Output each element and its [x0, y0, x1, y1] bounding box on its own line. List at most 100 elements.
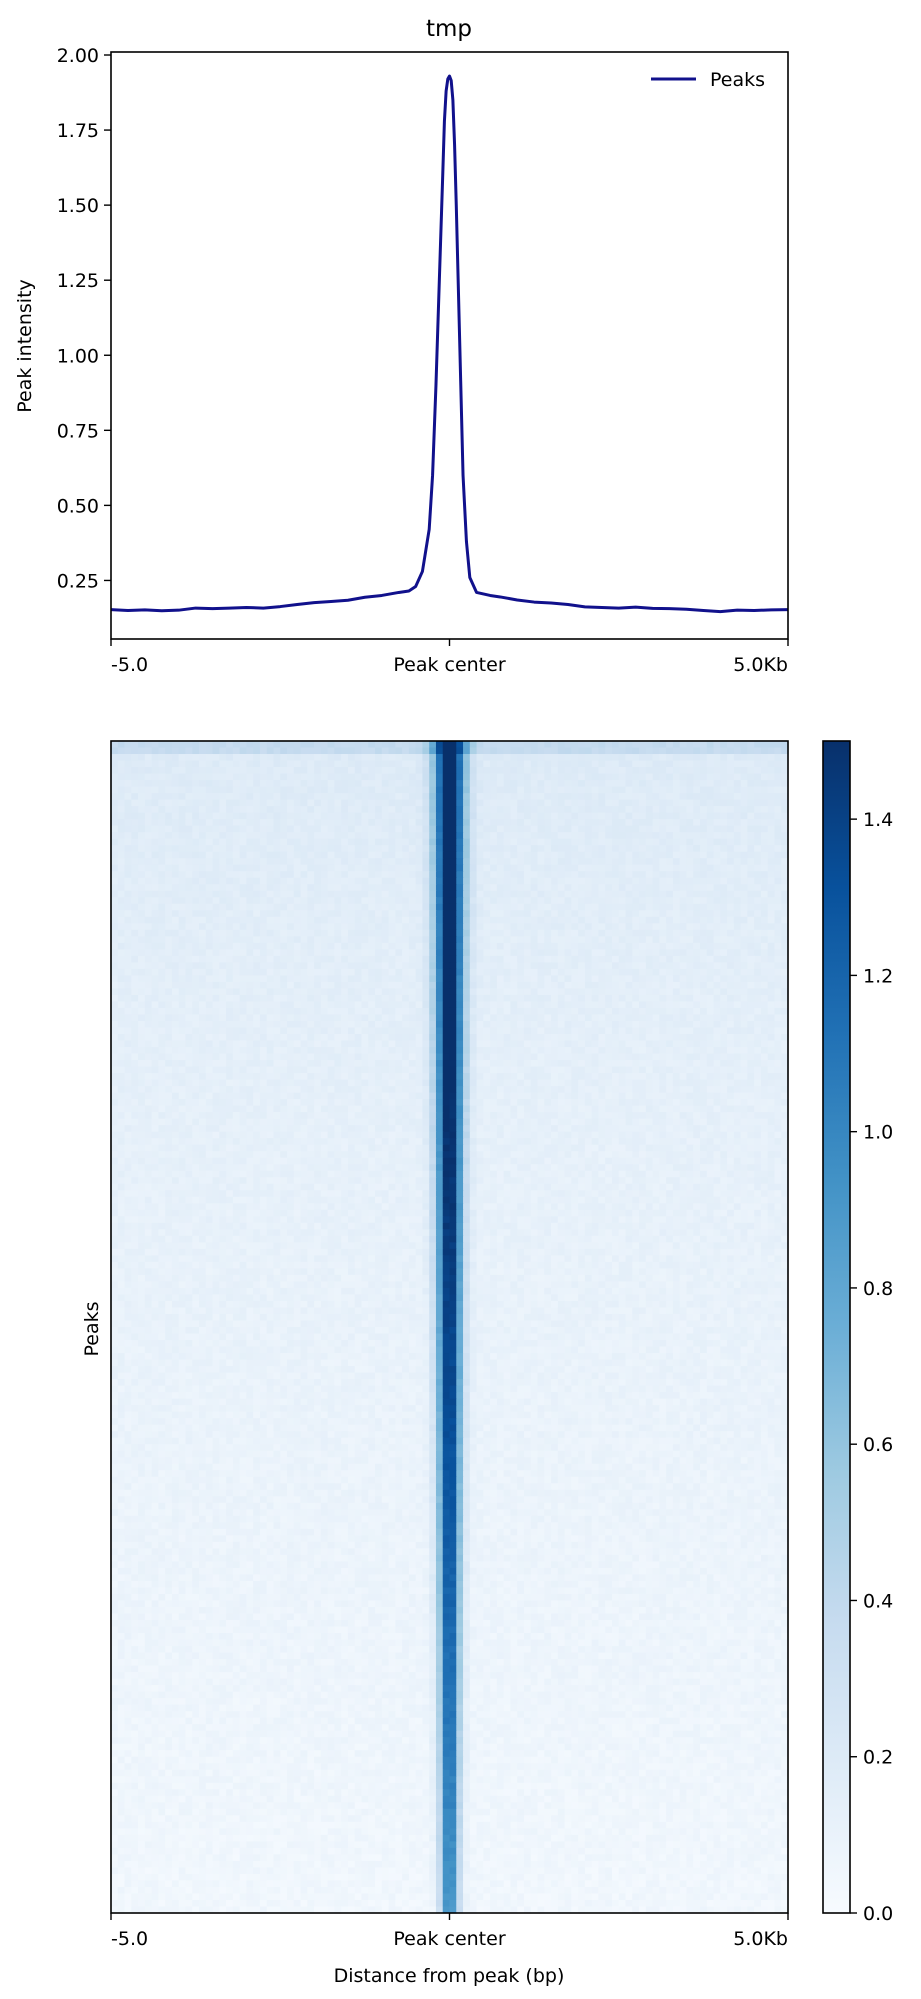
heatmap-cell [578, 786, 586, 794]
heatmap-cell [368, 858, 376, 866]
heatmap-cell [408, 825, 417, 833]
heatmap-cell [618, 981, 627, 990]
heatmap-cell [354, 994, 363, 1003]
heatmap-cell [679, 890, 688, 898]
heatmap-cell [165, 923, 173, 931]
heatmap-cell [503, 851, 512, 859]
heatmap-cell [544, 903, 552, 911]
heatmap-cell [625, 1014, 633, 1022]
heatmap-cell [591, 871, 600, 879]
heatmap-cell [571, 760, 579, 768]
heatmap-cell [571, 845, 579, 853]
heatmap-cell [740, 838, 748, 846]
heatmap-cell [605, 962, 613, 970]
heatmap-cell [185, 760, 193, 768]
heatmap-cell [368, 832, 376, 840]
heatmap-cell [456, 916, 464, 924]
heatmap-cell [618, 962, 627, 970]
heatmap-cell [287, 1020, 295, 1029]
heatmap-cell [239, 890, 247, 898]
heatmap-cell [151, 1047, 159, 1055]
heatmap-cell [720, 819, 728, 827]
heatmap-cell [212, 767, 220, 775]
heatmap-cell [192, 955, 200, 963]
heatmap-cell [767, 942, 776, 950]
heatmap-cell [598, 819, 606, 827]
heatmap-cell [720, 1014, 728, 1022]
heatmap-cell [774, 968, 782, 976]
heatmap-cell [699, 754, 708, 762]
heatmap-cell [774, 773, 782, 781]
heatmap-cell [679, 864, 688, 872]
heatmap-cell [111, 1034, 119, 1042]
heatmap-cell [706, 767, 715, 775]
heatmap-cell [618, 1014, 627, 1022]
heatmap-cell [611, 747, 620, 755]
heatmap-cell [293, 832, 302, 840]
heatmap-cell [151, 910, 159, 918]
heatmap-cell [178, 1060, 187, 1068]
heatmap-cell [564, 975, 572, 983]
heatmap-cell [259, 832, 268, 840]
heatmap-cell [293, 871, 302, 879]
heatmap-cell [699, 806, 708, 814]
heatmap-cell [375, 903, 383, 911]
heatmap-cell [395, 793, 403, 801]
heatmap-cell [138, 1027, 146, 1035]
heatmap-cell [760, 851, 769, 859]
heatmap-cell [253, 858, 261, 866]
heatmap-cell [381, 741, 390, 749]
heatmap-cell [727, 1014, 735, 1022]
heatmap-cell [672, 897, 681, 905]
heatmap-cell [408, 1014, 417, 1022]
heatmap-cell [530, 1053, 539, 1061]
heatmap-cell [422, 1060, 430, 1068]
heatmap-cell [347, 962, 356, 970]
heatmap-cell [557, 845, 566, 853]
heatmap-cell [530, 981, 539, 990]
heatmap-cell [429, 760, 437, 768]
heatmap-cell [720, 793, 728, 801]
heatmap-cell [537, 838, 545, 846]
heatmap-cell [605, 949, 613, 957]
heatmap-cell [476, 962, 484, 970]
heatmap-cell [111, 1001, 119, 1009]
heatmap-cell [273, 877, 281, 885]
heatmap-cell [686, 799, 694, 807]
heatmap-cell [672, 1047, 681, 1055]
heatmap-cell [253, 975, 261, 983]
heatmap-cell [537, 1007, 545, 1016]
heatmap-cell [185, 923, 193, 931]
heatmap-cell [611, 890, 620, 898]
heatmap-cell [354, 819, 363, 827]
heatmap-cell [632, 760, 640, 768]
heatmap-cell [280, 1047, 288, 1055]
heatmap-cell [327, 760, 336, 768]
heatmap-cell [706, 864, 715, 872]
heatmap-cell [422, 773, 430, 781]
heatmap-cell [388, 780, 396, 788]
heatmap-cell [185, 1027, 193, 1035]
heatmap-cell [523, 949, 532, 957]
heatmap-cell [632, 890, 640, 898]
heatmap-cell [456, 799, 464, 807]
heatmap-cell [632, 741, 640, 749]
heatmap-cell [232, 975, 241, 983]
heatmap-cell [530, 767, 539, 775]
heatmap-cell [456, 962, 464, 970]
heatmap-cell [314, 747, 322, 755]
heatmap-cell [767, 773, 776, 781]
heatmap-cell [496, 786, 505, 794]
heatmap-cell [138, 962, 146, 970]
heatmap-cell [429, 858, 437, 866]
heatmap-cell [259, 799, 268, 807]
heatmap-cell [591, 858, 600, 866]
heatmap-cell [517, 903, 525, 911]
heatmap-cell [273, 851, 281, 859]
heatmap-cell [435, 1047, 444, 1055]
heatmap-cell [672, 1007, 681, 1016]
heatmap-cell [544, 1034, 552, 1042]
heatmap-cell [774, 832, 782, 840]
heatmap-cell [368, 1007, 376, 1016]
heatmap-cell [442, 949, 451, 957]
